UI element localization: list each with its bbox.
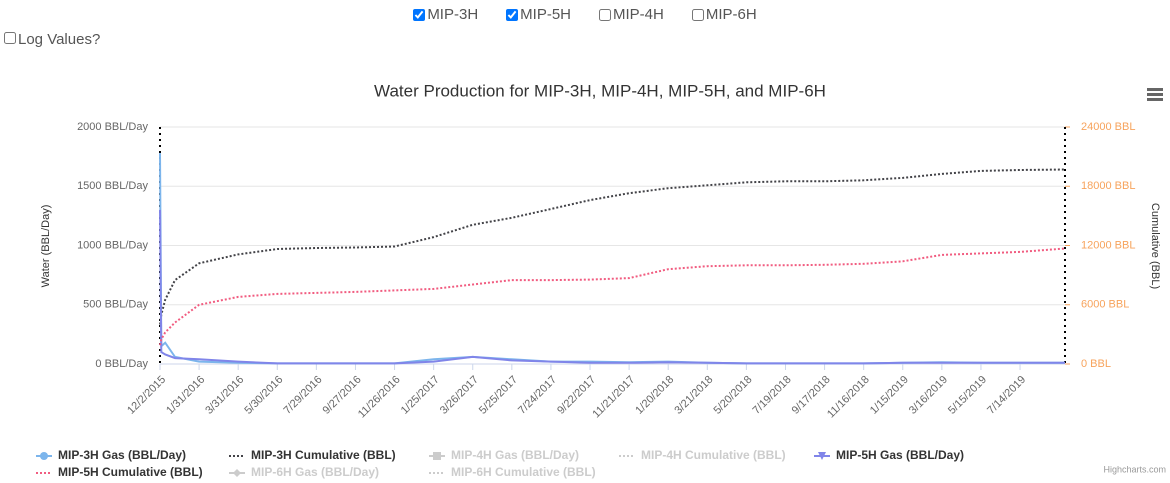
y2-tick-label: 12000 BBL <box>1081 239 1135 251</box>
well-option[interactable]: MIP-5H <box>506 6 571 23</box>
legend-item[interactable]: MIP-6H Gas (BBL/Day) <box>229 465 379 479</box>
legend-item[interactable]: MIP-5H Cumulative (BBL) <box>36 465 203 479</box>
credits: Highcharts.com <box>1103 464 1166 474</box>
x-tick-label: 5/15/2019 <box>946 374 989 417</box>
legend-label: MIP-4H Gas (BBL/Day) <box>451 448 579 462</box>
menu-bar <box>1147 98 1163 101</box>
x-tick-label: 3/31/2016 <box>203 374 246 417</box>
well-selector: MIP-3H MIP-5H MIP-4H MIP-6H <box>0 6 1170 23</box>
series-line <box>159 209 1065 365</box>
well-option[interactable]: MIP-6H <box>691 6 757 23</box>
series-line <box>159 168 1066 325</box>
x-tick-label: 1/15/2019 <box>868 374 911 417</box>
y2-axis-title: Cumulative (BBL) <box>1149 203 1161 289</box>
checkbox[interactable] <box>413 8 426 21</box>
legend-marker <box>433 452 441 460</box>
x-tick-label: 1/20/2018 <box>633 374 676 417</box>
well-option[interactable]: MIP-3H <box>413 6 478 23</box>
y2-tick-label: 18000 BBL <box>1081 180 1135 192</box>
x-tick-label: 1/31/2016 <box>164 374 207 417</box>
x-tick-label: 3/21/2018 <box>672 374 715 417</box>
x-tick-label: 7/19/2018 <box>751 374 794 417</box>
y-tick-label: 2000 BBL/Day <box>77 121 148 133</box>
checkbox-label: MIP-3H <box>427 6 479 23</box>
legend-label: MIP-6H Cumulative (BBL) <box>451 465 596 479</box>
checkbox[interactable] <box>506 8 519 21</box>
legend-marker <box>233 469 241 477</box>
legend-item[interactable]: MIP-5H Gas (BBL/Day) <box>814 448 964 462</box>
log-toggle: Log Values? <box>4 31 100 48</box>
legend-label: MIP-4H Cumulative (BBL) <box>641 448 786 462</box>
x-tick-label: 12/2/2015 <box>125 374 168 417</box>
y-tick-label: 1500 BBL/Day <box>77 180 148 192</box>
y-tick-label: 0 BBL/Day <box>95 358 148 370</box>
legend-label: MIP-6H Gas (BBL/Day) <box>251 465 379 479</box>
y2-tick-label: 0 BBL <box>1081 358 1111 370</box>
checkbox-label: Log Values? <box>18 31 101 48</box>
legend-item[interactable]: MIP-4H Cumulative (BBL) <box>619 448 786 462</box>
checkbox[interactable] <box>4 32 16 44</box>
x-tick-label: 11/26/2016 <box>356 374 403 421</box>
legend-label: MIP-3H Gas (BBL/Day) <box>58 448 186 462</box>
x-tick-label: 3/26/2017 <box>438 374 481 417</box>
legend-item[interactable]: MIP-4H Gas (BBL/Day) <box>429 448 579 462</box>
legend-item[interactable]: MIP-6H Cumulative (BBL) <box>429 465 596 479</box>
x-tick-label: 7/14/2019 <box>985 374 1028 417</box>
legend-label: MIP-3H Cumulative (BBL) <box>251 448 396 462</box>
legend-marker <box>40 452 48 460</box>
checkbox-label: MIP-4H <box>613 6 664 23</box>
y2-tick-label: 6000 BBL <box>1081 299 1129 311</box>
menu-bar <box>1147 93 1163 96</box>
x-tick-label: 5/25/2017 <box>477 374 520 417</box>
x-tick-label: 1/25/2017 <box>399 374 442 417</box>
checkbox[interactable] <box>599 8 611 21</box>
legend-item[interactable]: MIP-3H Gas (BBL/Day) <box>36 448 186 462</box>
y2-tick-label: 24000 BBL <box>1081 121 1135 133</box>
legend-marker <box>818 452 826 460</box>
checkbox-label: MIP-6H <box>705 6 757 23</box>
x-tick-label: 5/20/2018 <box>711 374 754 417</box>
checkbox-label: MIP-5H <box>520 6 571 23</box>
checkbox[interactable] <box>691 8 704 21</box>
series-line <box>159 153 1065 365</box>
x-tick-label: 7/24/2017 <box>516 374 559 417</box>
y-axis-title: Water (BBL/Day) <box>40 205 52 288</box>
x-tick-label: 7/29/2016 <box>281 374 324 417</box>
menu-button[interactable] <box>1147 88 1163 101</box>
well-option[interactable]: MIP-4H <box>599 6 664 23</box>
y-tick-label: 500 BBL/Day <box>83 299 148 311</box>
x-tick-label: 11/16/2018 <box>825 374 872 421</box>
menu-bar <box>1147 88 1163 91</box>
x-tick-label: 11/21/2017 <box>590 374 637 421</box>
legend-item[interactable]: MIP-3H Cumulative (BBL) <box>229 448 396 462</box>
x-tick-label: 3/16/2019 <box>907 374 950 417</box>
x-tick-label: 5/30/2016 <box>242 374 285 417</box>
legend-label: MIP-5H Cumulative (BBL) <box>58 465 203 479</box>
log-option[interactable]: Log Values? <box>4 31 100 48</box>
y-tick-label: 1000 BBL/Day <box>77 239 148 251</box>
series-line <box>159 247 1066 346</box>
chart-title: Water Production for MIP-3H, MIP-4H, MIP… <box>374 81 826 100</box>
legend-label: MIP-5H Gas (BBL/Day) <box>836 448 964 462</box>
